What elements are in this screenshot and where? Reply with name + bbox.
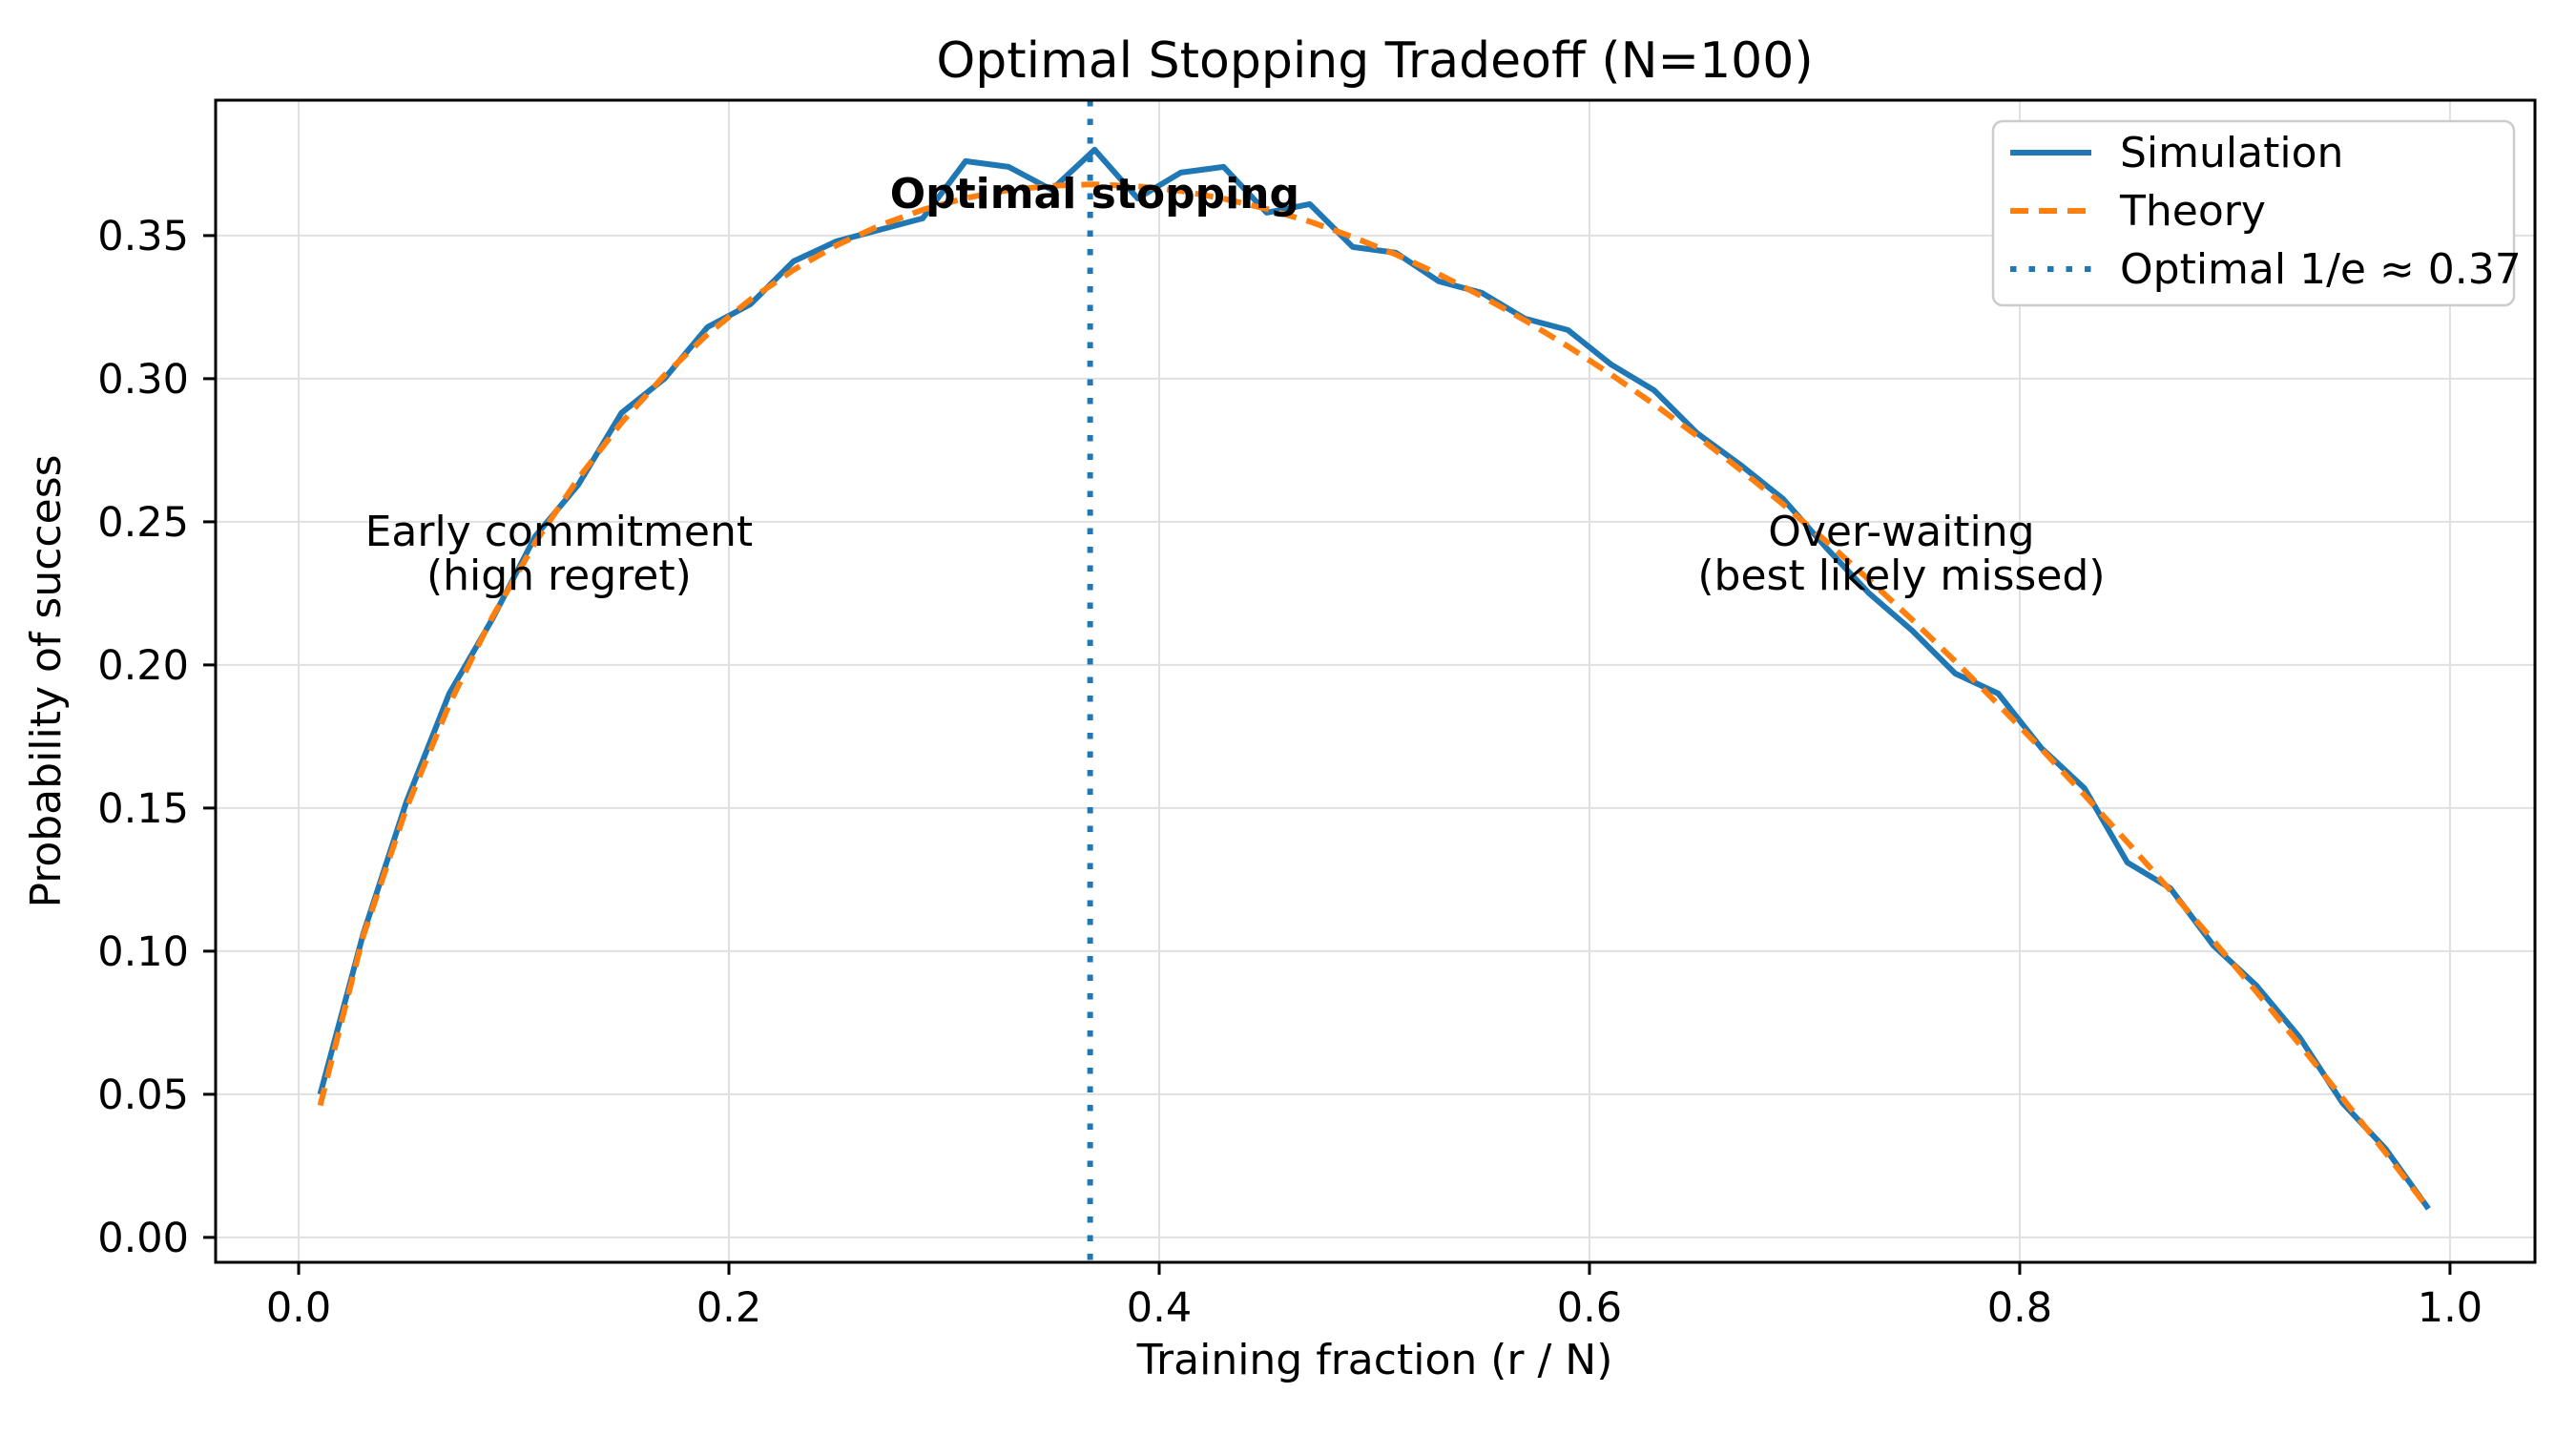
x-tick-label: 0.0	[266, 1284, 331, 1332]
y-axis-label: Probability of success	[22, 454, 71, 907]
x-tick-label: 1.0	[2418, 1284, 2483, 1332]
chart-title: Optimal Stopping Tradeoff (N=100)	[936, 32, 1813, 90]
x-tick-label: 0.2	[696, 1284, 761, 1332]
y-tick-label: 0.15	[97, 785, 189, 833]
theory-line	[317, 181, 2431, 1211]
annotation-text: Over-waiting	[1768, 508, 2034, 556]
annotation-layer: Early commitment(high regret) Over-waitin…	[365, 170, 2106, 600]
x-tick-label: 0.8	[1987, 1284, 2052, 1332]
annotation-text: (high regret)	[426, 551, 692, 600]
simulation-line	[317, 146, 2431, 1211]
y-tick-label: 0.35	[97, 213, 189, 260]
y-tick-label: 0.05	[97, 1071, 189, 1119]
plot-border	[214, 98, 2537, 1264]
labels-layer: Optimal Stopping Tradeoff (N=100) Traini…	[22, 32, 1814, 1384]
series-layer	[317, 146, 2431, 1211]
axes-layer: 0.0 0.2 0.4 0.6 0.8 1.0 0.00 0.05 0.10 0.15 0.20 0.…	[97, 98, 2537, 1332]
y-tick-label: 0.30	[97, 356, 189, 404]
annotation-text: (best likely missed)	[1697, 551, 2105, 600]
y-tick-label: 0.20	[97, 642, 189, 690]
y-tick-label: 0.00	[97, 1215, 189, 1262]
y-tick-label: 0.25	[97, 499, 189, 547]
annotation-text: Early commitment	[365, 508, 753, 556]
x-tick-label: 0.6	[1557, 1284, 1622, 1332]
legend-label: Optimal 1/e ≈ 0.37	[2120, 245, 2522, 294]
annotation-text: Optimal stopping	[890, 170, 1299, 218]
x-axis-label: Training fraction (r / N)	[1136, 1336, 1613, 1384]
legend-label: Simulation	[2120, 129, 2343, 177]
legend-layer: Simulation Theory Optimal 1/e ≈ 0.37	[1991, 119, 2522, 307]
x-tick-label: 0.4	[1127, 1284, 1192, 1332]
legend-label: Theory	[2119, 187, 2266, 236]
y-tick-label: 0.10	[97, 928, 189, 976]
legend-box	[1991, 119, 2516, 307]
